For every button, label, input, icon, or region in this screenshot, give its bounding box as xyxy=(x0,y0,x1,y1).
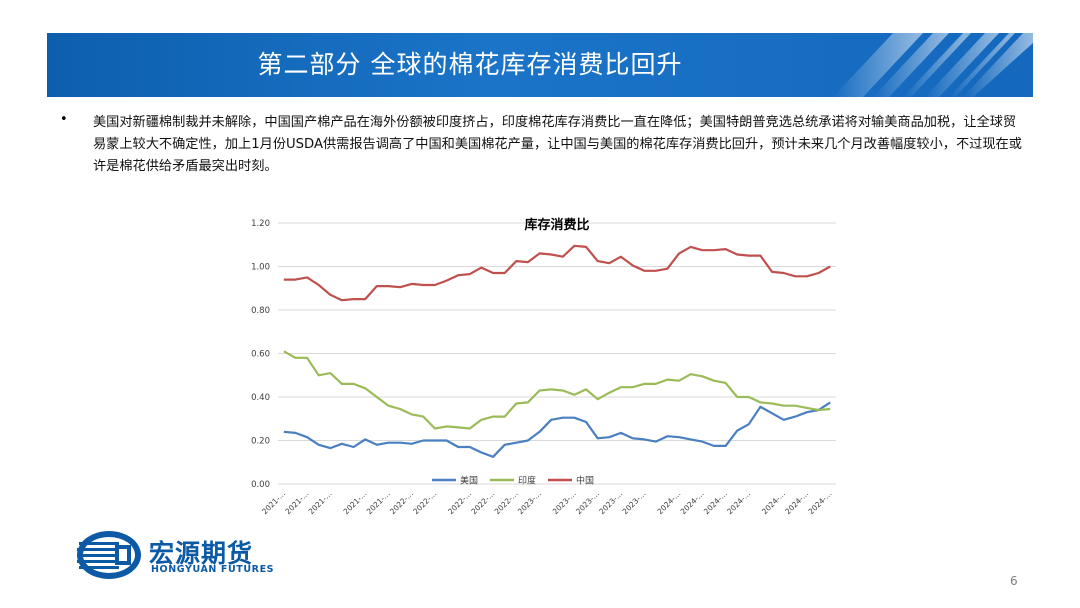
series-line xyxy=(283,350,831,430)
x-tick-label: 2024-… xyxy=(783,489,810,516)
x-tick-label: 2023-… xyxy=(574,489,601,516)
banner-stripes-decoration xyxy=(833,33,1033,97)
logo-name-en: HONGYUAN FUTURES xyxy=(151,564,275,575)
x-tick-label: 2022-… xyxy=(469,489,496,516)
x-tick-label: 2023-… xyxy=(597,489,624,516)
logo-emblem-icon xyxy=(77,531,141,579)
y-tick-label: 0.80 xyxy=(251,306,270,316)
x-tick-label: 2024-… xyxy=(655,489,682,516)
x-tick-label: 2022-… xyxy=(493,489,520,516)
y-tick-label: 1.20 xyxy=(251,219,270,229)
series-line xyxy=(283,244,831,302)
legend-label: 中国 xyxy=(576,475,594,487)
bullet-text: 美国对新疆棉制裁并未解除，中国国产棉产品在海外份额被印度挤占，印度棉花库存消费比… xyxy=(93,115,1022,174)
slide-title: 第二部分 全球的棉花库存消费比回升 xyxy=(257,50,683,79)
y-tick-label: 1.00 xyxy=(251,263,270,273)
x-tick-label: 2024-… xyxy=(702,489,729,516)
series-line xyxy=(283,401,831,458)
x-tick-label: 2021-… xyxy=(365,489,392,516)
bullet-marker: • xyxy=(60,112,68,127)
x-tick-label: 2022-… xyxy=(411,489,438,516)
x-tick-label: 2021-… xyxy=(342,489,369,516)
x-tick-label: 2024-… xyxy=(807,489,834,516)
legend-label: 美国 xyxy=(460,475,478,487)
x-tick-label: 2021-… xyxy=(283,489,310,516)
stock-consumption-ratio-chart: 0.000.200.400.600.801.001.20 库存消费比2021-…2… xyxy=(251,217,836,516)
x-tick-label: 2022-… xyxy=(388,489,415,516)
logo-name-cn: 宏源期货 xyxy=(149,539,254,568)
y-tick-label: 0.40 xyxy=(251,393,270,403)
x-tick-label: 2024-… xyxy=(725,489,752,516)
x-tick-label: 2022-… xyxy=(446,489,473,516)
y-tick-label: 0.20 xyxy=(251,437,270,447)
x-tick-label: 2023-… xyxy=(551,489,578,516)
x-tick-label: 2023-… xyxy=(621,489,648,516)
x-tick-label: 2021-… xyxy=(307,489,334,516)
x-tick-label: 2023-… xyxy=(516,489,543,516)
title-banner: 第二部分 全球的棉花库存消费比回升 xyxy=(47,33,1033,97)
legend-label: 印度 xyxy=(518,475,536,487)
x-tick-label: 2021-… xyxy=(260,489,287,516)
company-logo: 宏源期货 HONGYUAN FUTURES xyxy=(75,528,315,582)
x-tick-label: 2024-… xyxy=(760,489,787,516)
y-tick-label: 0.60 xyxy=(251,350,270,360)
y-tick-label: 0.00 xyxy=(251,480,270,490)
chart-title: 库存消费比 xyxy=(524,217,589,233)
x-tick-label: 2024-… xyxy=(679,489,706,516)
page-number: 6 xyxy=(1010,574,1018,588)
